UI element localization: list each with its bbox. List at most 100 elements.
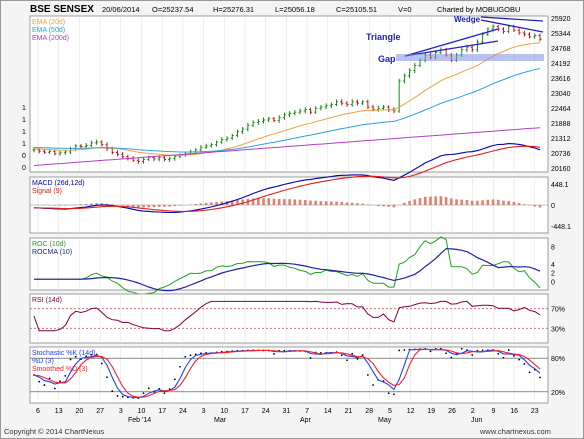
price-tick-label: 25344 xyxy=(551,31,571,38)
stoch-k-dot xyxy=(356,358,359,360)
triangle-annotation: Triangle xyxy=(366,28,499,57)
stoch-k-dot xyxy=(429,350,432,353)
macd-hist-bar xyxy=(335,201,338,205)
macd-hist-bar xyxy=(418,197,422,205)
left-tick-label: 1 xyxy=(22,129,26,136)
macd-hist-bar xyxy=(455,199,458,205)
stochastic-panel: Stochastic %K (14d)%D (3)Smoothed %D (3)… xyxy=(29,346,565,404)
legend-entry: MACD (26d,12d) xyxy=(32,180,85,187)
macd-hist-bar xyxy=(408,200,411,205)
macd-hist-bar xyxy=(58,205,62,206)
x-tick-label: 28 xyxy=(365,408,373,415)
stoch-k-dot xyxy=(179,365,181,368)
stoch-k-dot xyxy=(163,392,166,395)
legend-entry: Smoothed %D (3) xyxy=(32,366,88,373)
x-tick-label: 27 xyxy=(96,408,104,415)
macd-hist-bar xyxy=(476,200,479,205)
price-panel: EMA (20d)EMA (50d)EMA (200d) 25920 25344 24… xyxy=(22,15,571,173)
macd-hist-bar xyxy=(110,204,114,205)
macd-hist-bar xyxy=(283,199,286,205)
macd-hist-bar xyxy=(288,199,291,205)
macd-hist-bar xyxy=(251,198,255,205)
x-tick-label: 9 xyxy=(491,408,495,415)
stoch-k-dot xyxy=(59,380,61,383)
stoch-k-dot xyxy=(528,371,531,374)
x-tick-label: 3 xyxy=(119,408,123,415)
roc-tick-label: 2 xyxy=(551,271,555,278)
stoch-k-dot xyxy=(346,359,348,362)
macd-hist-bar xyxy=(168,205,171,207)
x-month-label: Feb '14 xyxy=(128,417,151,424)
stoch-k-dot xyxy=(450,356,453,359)
macd-hist-bar xyxy=(481,200,484,205)
close-label: C=25105.51 xyxy=(336,5,377,14)
stoch-k-dot xyxy=(69,358,72,361)
macd-hist-bar xyxy=(230,200,234,205)
x-month-label: Apr xyxy=(300,417,312,424)
macd-hist-bar xyxy=(210,202,213,205)
stoch-k-dot xyxy=(507,349,510,351)
x-tick-label: 7 xyxy=(305,408,309,415)
stoch-k-dot xyxy=(309,357,312,359)
price-tick-label: 24192 xyxy=(551,61,571,68)
stoch-k-dot xyxy=(121,395,124,398)
x-tick-label: 3 xyxy=(202,408,206,415)
x-tick-label: 19 xyxy=(427,408,435,415)
ema200-line xyxy=(33,127,541,166)
macd-hist-bar xyxy=(137,205,140,208)
macd-hist-bar xyxy=(319,201,323,205)
triangle-label: Triangle xyxy=(366,32,401,42)
stoch-k-dot xyxy=(398,349,401,352)
stoch-k-dot xyxy=(111,390,114,392)
macd-hist-bar xyxy=(173,205,177,207)
gap-label: Gap xyxy=(378,54,396,64)
stoch-k-dot xyxy=(351,352,354,355)
macd-hist-bar xyxy=(163,205,166,207)
x-tick-label: 14 xyxy=(324,408,332,415)
macd-hist-bar xyxy=(387,205,391,207)
left-tick-label: 1 xyxy=(22,105,26,112)
macd-hist-bar xyxy=(90,203,93,205)
stoch-k-dot xyxy=(147,387,150,390)
macd-hist-bar xyxy=(382,205,385,207)
x-tick-label: 24 xyxy=(179,408,187,415)
left-tick-label: 0 xyxy=(22,165,26,172)
roc-tick-label: 0 xyxy=(551,279,555,286)
volume-label: V=0 xyxy=(398,5,412,14)
macd-hist-bar xyxy=(496,199,500,205)
stoch-k-dot xyxy=(38,380,41,383)
stoch-tick-label: 20% xyxy=(551,390,565,397)
macd-hist-bar xyxy=(517,203,521,205)
roc-panel: ROC (10d)ROCMA (10) 8 4 20 xyxy=(29,236,555,296)
copyright-label: Copyright © 2014 ChartNexus xyxy=(4,427,104,436)
stoch-k-dot xyxy=(523,362,526,365)
macd-hist-bar xyxy=(147,205,151,208)
left-tick-label: 0 xyxy=(22,153,26,160)
macd-hist-bar xyxy=(423,196,427,205)
macd-hist-bar xyxy=(376,205,380,206)
macd-hist-bar xyxy=(204,202,208,205)
stoch-k-dot xyxy=(481,349,484,352)
macd-hist-bar xyxy=(298,199,302,205)
macd-hist-bar xyxy=(53,205,57,206)
stoch-k-dot xyxy=(194,353,197,356)
stoch-k-dot xyxy=(184,355,187,358)
price-tick-label: 24768 xyxy=(551,46,571,53)
price-tick-label: 21888 xyxy=(551,121,571,128)
charted-by-label: Charted by MOBUGOBU xyxy=(437,5,520,14)
macd-hist-bar xyxy=(491,199,495,205)
rsi-panel: RSI (14d) 70% 30% xyxy=(29,293,565,344)
macd-hist-bar xyxy=(502,200,505,205)
x-month-label: May xyxy=(378,417,392,424)
macd-hist-bar xyxy=(314,200,317,205)
macd-hist-bar xyxy=(277,198,281,205)
date-label: 20/06/2014 xyxy=(102,5,140,14)
macd-hist-bar xyxy=(523,204,526,205)
macd-hist-bar xyxy=(100,203,104,205)
price-tick-label: 22464 xyxy=(551,106,571,113)
macd-hist-bar xyxy=(215,201,218,205)
macd-hist-bar xyxy=(450,198,453,205)
rsi-tick-label: 70% xyxy=(551,307,565,314)
x-tick-label: 12 xyxy=(407,408,415,415)
macd-hist-bar xyxy=(356,203,359,205)
